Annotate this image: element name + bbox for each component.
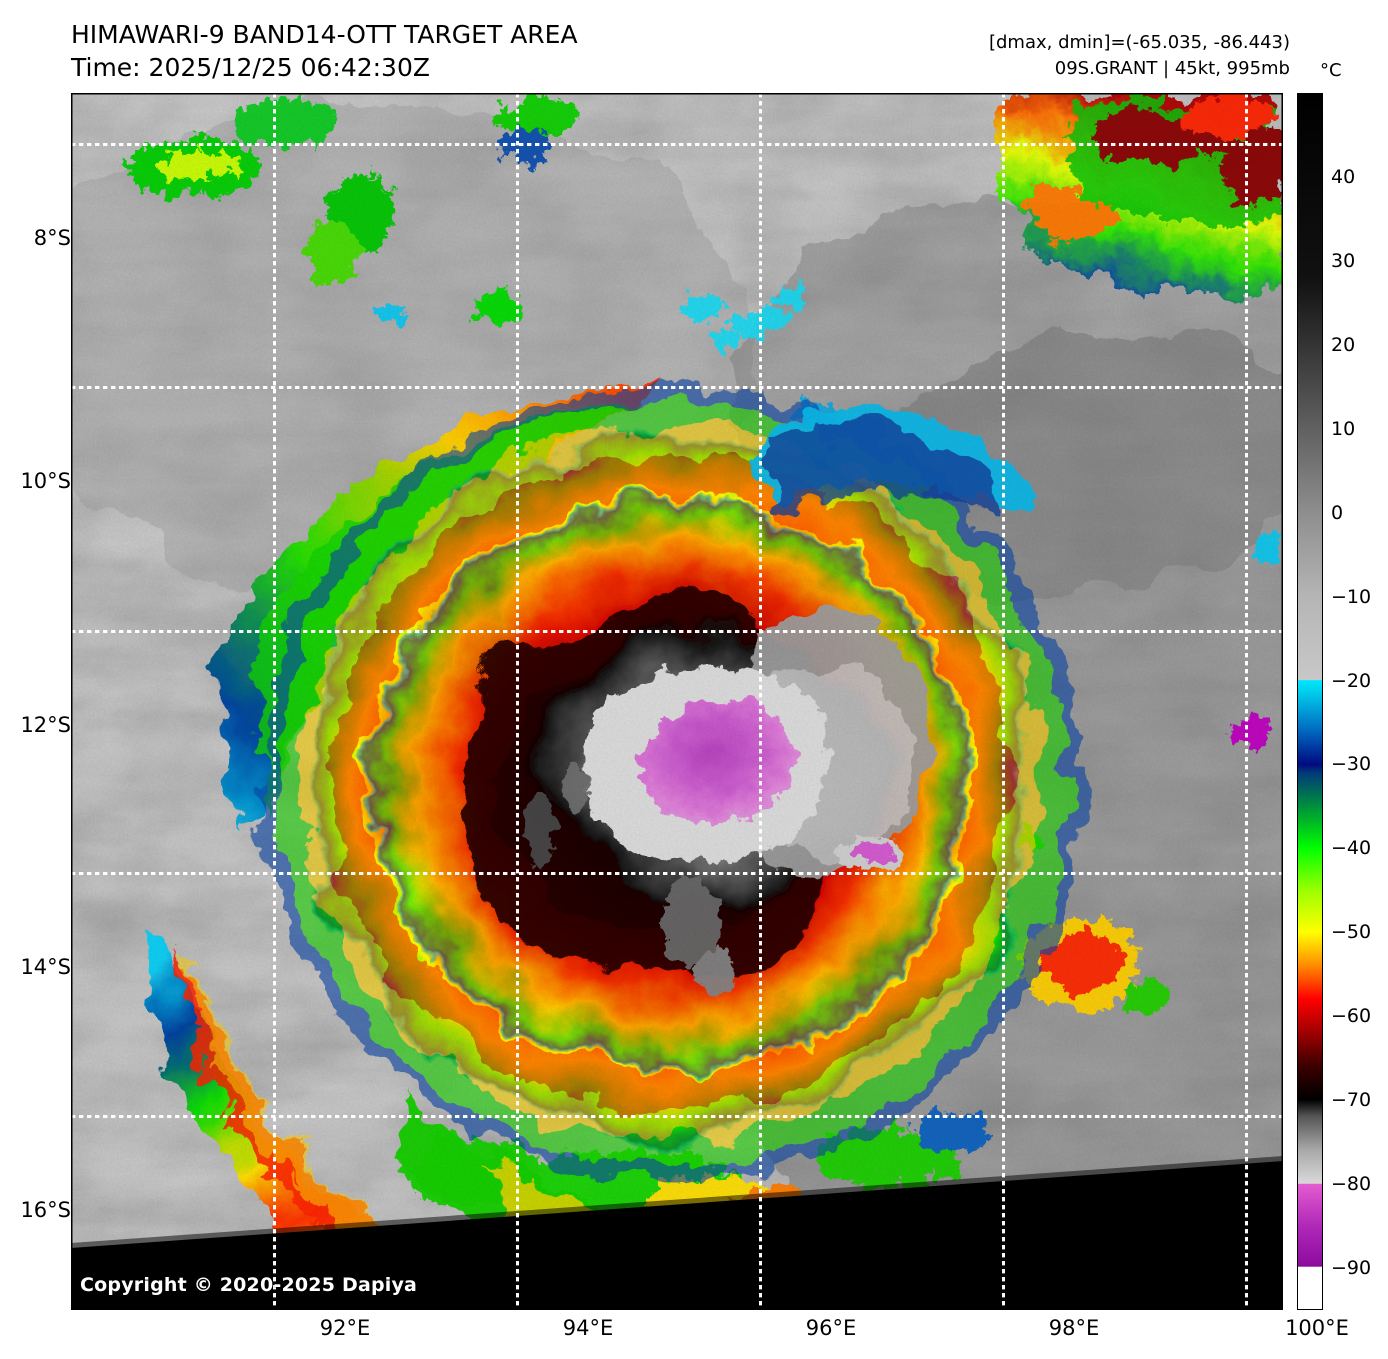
colorbar-tick-2: 20 (1331, 333, 1356, 356)
lat-tick-0: 8°S (33, 226, 71, 250)
dmax-dmin-readout: [dmax, dmin]=(-65.035, -86.443) (988, 32, 1290, 53)
storm-info-readout: 09S.GRANT | 45kt, 995mb (1054, 58, 1290, 79)
colorbar-tick-3: 10 (1331, 417, 1356, 440)
lon-tick-2: 96°E (805, 1316, 857, 1340)
ir-imagery-canvas (71, 93, 1283, 1310)
lon-tick-0: 92°E (319, 1316, 371, 1340)
temperature-colorbar[interactable] (1297, 93, 1323, 1310)
graticule-gridlines (71, 93, 1283, 1310)
colorbar-tick-11: −70 (1331, 1089, 1372, 1112)
colorbar-tick-9: −50 (1331, 921, 1372, 944)
colorbar-tick-8: −40 (1331, 837, 1372, 860)
colorbar-gradient (1298, 94, 1322, 1309)
colorbar-unit-label: °C (1320, 60, 1342, 81)
copyright-label: Copyright © 2020-2025 Dapiya (80, 1274, 418, 1296)
colorbar-tick-6: −20 (1331, 669, 1372, 692)
colorbar-tick-13: −90 (1331, 1257, 1372, 1280)
lat-tick-2: 12°S (20, 713, 71, 737)
colorbar-tick-5: −10 (1331, 585, 1372, 608)
lat-tick-1: 10°S (20, 469, 71, 493)
lat-tick-4: 16°S (20, 1198, 71, 1222)
colorbar-tick-10: −60 (1331, 1005, 1372, 1028)
header-info-block: [dmax, dmin]=(-65.035, -86.443) 09S.GRAN… (989, 30, 1290, 82)
colorbar-tick-1: 30 (1331, 249, 1356, 272)
satellite-image-plot[interactable] (71, 93, 1283, 1310)
lon-tick-3: 98°E (1048, 1316, 1100, 1340)
page-title: HIMAWARI-9 BAND14-OTT TARGET AREA Time: … (71, 20, 578, 82)
colorbar-tick-7: −30 (1331, 753, 1372, 776)
colorbar-tick-4: 0 (1331, 501, 1344, 524)
lon-tick-1: 94°E (562, 1316, 614, 1340)
lon-tick-4: 100°E (1285, 1316, 1349, 1340)
colorbar-tick-12: −80 (1331, 1173, 1372, 1196)
colorbar-tick-0: 40 (1331, 165, 1356, 188)
lat-tick-3: 14°S (20, 955, 71, 979)
